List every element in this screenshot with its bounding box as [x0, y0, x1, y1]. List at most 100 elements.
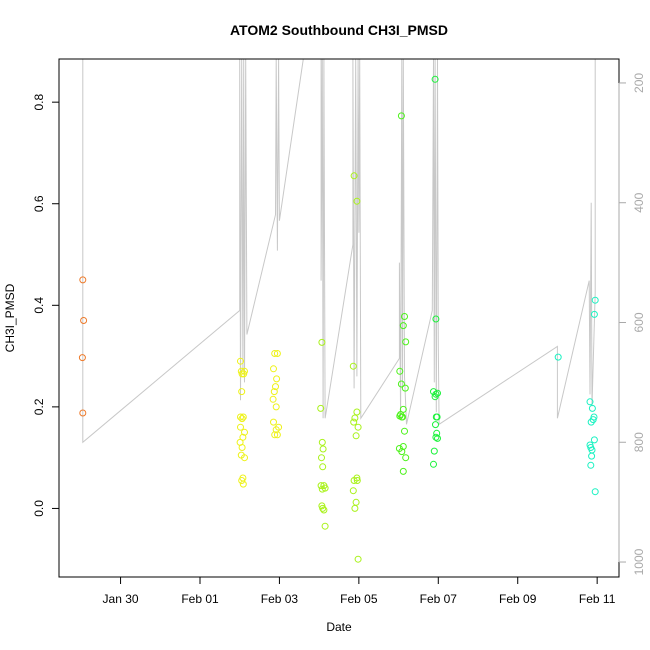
data-point	[432, 421, 439, 429]
data-point	[79, 409, 87, 417]
data-point	[269, 395, 277, 403]
data-point	[239, 480, 247, 488]
data-point	[588, 452, 596, 460]
plot-area-border	[58, 58, 620, 578]
data-point	[354, 555, 362, 563]
data-point	[237, 357, 244, 365]
data-point	[319, 463, 327, 471]
data-point	[354, 423, 362, 431]
data-point	[271, 431, 279, 439]
data-point	[432, 433, 440, 441]
data-point	[239, 413, 247, 421]
y-tick-label: 0.2	[32, 398, 46, 415]
data-point	[351, 414, 359, 422]
data-point	[434, 389, 441, 397]
data-point	[401, 427, 408, 435]
data-point	[554, 353, 562, 361]
y-tick-label: 0.6	[32, 195, 46, 212]
data-point	[272, 403, 280, 411]
data-point	[241, 367, 248, 375]
data-point	[237, 423, 244, 431]
series-flight-feb05b	[430, 75, 441, 468]
data-point	[590, 310, 598, 318]
data-point	[238, 477, 246, 484]
x-tick-label: Feb 05	[340, 592, 378, 606]
x-tick-label: Feb 07	[420, 592, 458, 606]
data-point	[352, 432, 360, 440]
data-point	[350, 418, 358, 426]
data-point	[430, 447, 438, 455]
y2-tick-label: 600	[632, 312, 646, 332]
chart-title: ATOM2 Southbound CH3I_PMSD	[230, 22, 448, 38]
data-point	[273, 431, 281, 439]
data-point	[319, 445, 327, 453]
data-point	[401, 384, 409, 392]
data-point	[270, 418, 277, 426]
data-point	[401, 313, 408, 320]
data-point	[590, 436, 598, 444]
data-point	[238, 388, 246, 396]
y-axis: 0.0 0.2 0.4 0.6 0.8	[32, 94, 60, 517]
data-point	[273, 375, 281, 383]
y2-tick-label: 400	[632, 192, 646, 212]
x-axis: Jan 30 Feb 01 Feb 03 Feb 05 Feb 07 Feb 09 Feb …	[103, 576, 616, 606]
y-tick-label: 0.0	[32, 500, 46, 517]
series-flight-feb10	[554, 296, 599, 496]
data-point	[78, 354, 86, 362]
data-point	[318, 454, 325, 462]
data-point	[433, 429, 441, 437]
data-point	[352, 498, 360, 506]
y2-tick-label: 800	[632, 432, 646, 452]
data-point	[241, 428, 248, 436]
data-point	[434, 434, 441, 442]
x-tick-label: Feb 03	[261, 592, 299, 606]
data-point	[396, 412, 404, 420]
series-flight-feb03a	[317, 338, 329, 530]
series-flight-feb01a	[236, 357, 248, 488]
data-point	[586, 398, 594, 406]
x-tick-label: Jan 30	[103, 592, 139, 606]
data-point	[402, 454, 410, 462]
data-point	[396, 367, 404, 375]
series-flight-feb03b	[349, 172, 362, 563]
data-point	[241, 454, 248, 462]
x-tick-label: Feb 09	[499, 592, 537, 606]
data-point	[587, 461, 595, 469]
data-point	[271, 350, 279, 357]
data-point	[317, 404, 325, 412]
data-point	[319, 504, 327, 512]
data-point	[318, 438, 326, 446]
data-point	[320, 506, 328, 514]
data-point	[588, 404, 596, 412]
data-point	[79, 276, 87, 284]
data-point	[321, 522, 329, 530]
data-points-layer	[78, 75, 599, 563]
data-point	[402, 338, 410, 346]
y2-tick-label: 200	[632, 73, 646, 93]
data-point	[587, 418, 595, 426]
x-tick-label: Feb 01	[181, 592, 219, 606]
data-point	[321, 484, 329, 492]
data-point	[80, 317, 88, 324]
data-point	[270, 365, 277, 373]
data-point	[353, 477, 361, 484]
data-point	[238, 415, 246, 423]
data-point	[349, 487, 357, 495]
y-axis-label: CH3I_PMSD	[3, 283, 17, 352]
series-flight-feb01b	[269, 350, 283, 439]
data-point	[430, 460, 437, 468]
data-point	[431, 393, 439, 401]
data-point	[353, 197, 361, 205]
y2-tick-label: 1000	[632, 548, 646, 575]
data-point	[318, 338, 326, 346]
data-point	[397, 112, 405, 120]
data-point	[433, 413, 441, 421]
y-tick-label: 0.8	[32, 94, 46, 111]
data-point	[399, 443, 407, 450]
data-point	[399, 322, 407, 330]
data-point	[238, 444, 246, 451]
y-tick-label: 0.4	[32, 297, 46, 314]
data-point	[237, 413, 244, 421]
data-point	[591, 296, 599, 304]
